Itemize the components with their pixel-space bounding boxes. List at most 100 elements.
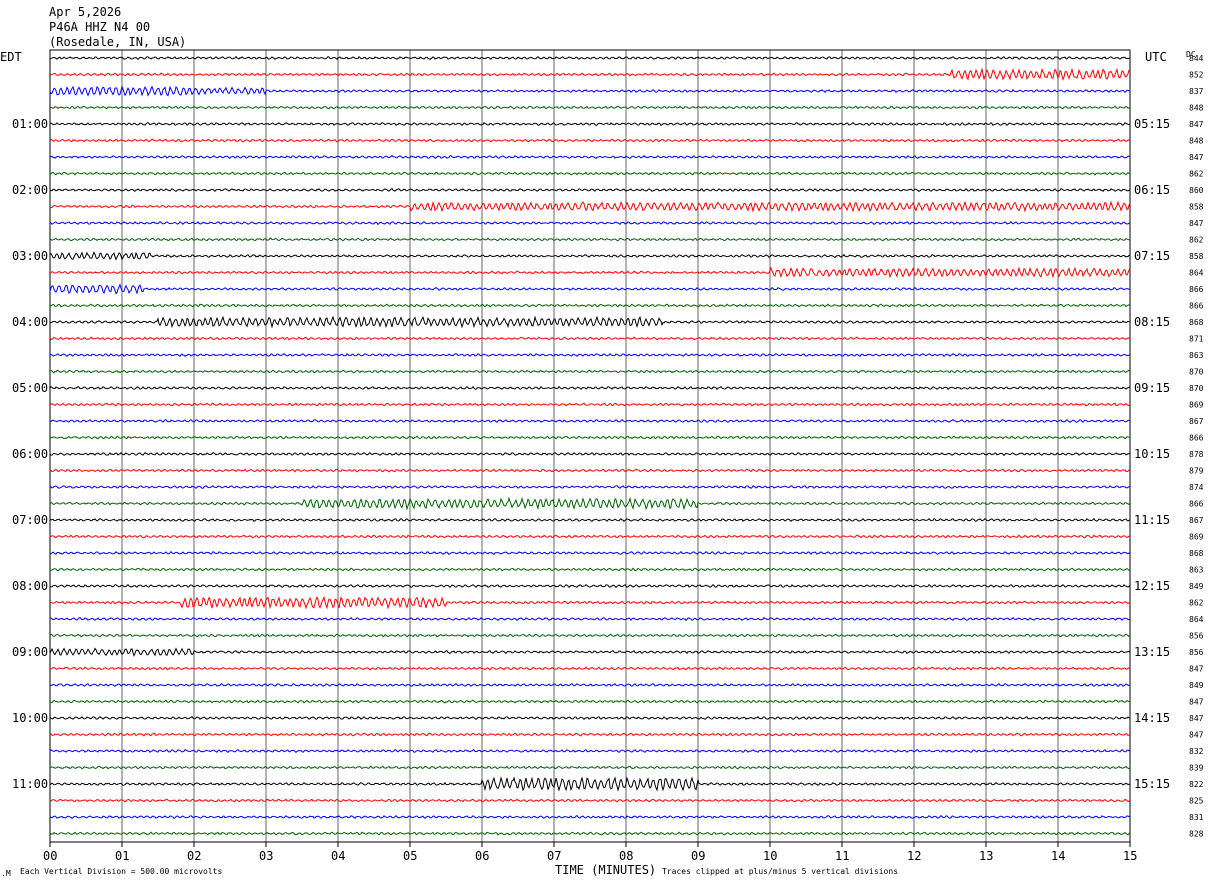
dc-offset-labels: 844 852 837 848 847 848 847 862 860 858 847 862 858 8… bbox=[1189, 54, 1204, 839]
edt-hour-label: 04:00 bbox=[12, 315, 48, 329]
seismic-trace-8 bbox=[49, 171, 1131, 176]
plot-date: Apr 5,2026 bbox=[49, 5, 121, 19]
seismic-trace-34 bbox=[49, 595, 1131, 610]
dc-offset-label: 864 bbox=[1189, 615, 1204, 624]
seismic-trace-17 bbox=[49, 315, 1131, 329]
left-timezone-label: EDT bbox=[0, 50, 22, 64]
utc-hour-labels: 05:15 06:15 07:15 08:15 09:15 10:15 11:15 12:15… bbox=[1134, 117, 1170, 791]
dc-offset-label: 856 bbox=[1189, 632, 1204, 641]
x-tick-label: 09 bbox=[691, 849, 705, 863]
seismic-trace-11 bbox=[49, 220, 1131, 226]
dc-offset-label: 849 bbox=[1189, 681, 1204, 690]
dc-offset-label: 828 bbox=[1189, 830, 1204, 839]
seismic-trace-22 bbox=[49, 402, 1131, 407]
seismic-trace-27 bbox=[49, 484, 1131, 489]
x-tick-label: 11 bbox=[835, 849, 849, 863]
dc-offset-label: 868 bbox=[1189, 549, 1204, 558]
utc-hour-label: 06:15 bbox=[1134, 183, 1170, 197]
seismic-trace-10 bbox=[49, 200, 1131, 213]
seismic-trace-1 bbox=[49, 55, 1131, 61]
utc-hour-label: 11:15 bbox=[1134, 513, 1170, 527]
dc-offset-label: 822 bbox=[1189, 780, 1204, 789]
dc-header: DC bbox=[1186, 50, 1196, 59]
x-tick-label: 03 bbox=[259, 849, 273, 863]
seismic-trace-12 bbox=[49, 237, 1131, 242]
dc-offset-label: 852 bbox=[1189, 71, 1204, 80]
dc-offset-label: 866 bbox=[1189, 302, 1204, 311]
dc-offset-label: 868 bbox=[1189, 318, 1204, 327]
edt-hour-label: 11:00 bbox=[12, 777, 48, 791]
x-tick-label: 01 bbox=[115, 849, 129, 863]
seismic-trace-15 bbox=[49, 283, 1131, 295]
seismic-trace-46 bbox=[49, 798, 1131, 803]
seismic-trace-28 bbox=[49, 496, 1131, 511]
dc-offset-label: 871 bbox=[1189, 335, 1204, 344]
dc-offset-label: 866 bbox=[1189, 500, 1204, 509]
seismic-trace-48 bbox=[49, 831, 1131, 836]
edt-hour-label: 07:00 bbox=[12, 513, 48, 527]
seismic-trace-5 bbox=[49, 121, 1131, 126]
seismic-trace-29 bbox=[49, 517, 1131, 523]
utc-hour-label: 07:15 bbox=[1134, 249, 1170, 263]
seismic-traces bbox=[49, 55, 1131, 836]
dc-offset-label: 847 bbox=[1189, 665, 1204, 674]
seismic-trace-36 bbox=[49, 633, 1131, 638]
seismic-trace-41 bbox=[49, 715, 1131, 721]
station-location: (Rosedale, IN, USA) bbox=[49, 35, 186, 49]
dc-offset-label: 862 bbox=[1189, 236, 1204, 245]
seismic-trace-39 bbox=[49, 682, 1131, 687]
dc-offset-label: 866 bbox=[1189, 434, 1204, 443]
dc-offset-label: 862 bbox=[1189, 599, 1204, 608]
seismic-trace-43 bbox=[49, 749, 1131, 754]
edt-hour-label: 08:00 bbox=[12, 579, 48, 593]
edt-hour-labels: 01:00 02:00 03:00 04:00 05:00 06:00 07:00 08:00… bbox=[12, 117, 48, 791]
right-timezone-label: UTC bbox=[1145, 50, 1167, 64]
x-tick-label: 07 bbox=[547, 849, 561, 863]
utc-hour-label: 08:15 bbox=[1134, 315, 1170, 329]
dc-offset-label: 870 bbox=[1189, 368, 1204, 377]
dc-offset-label: 848 bbox=[1189, 104, 1204, 113]
dc-offset-label: 847 bbox=[1189, 219, 1204, 228]
x-tick-label: 04 bbox=[331, 849, 345, 863]
seismic-trace-2 bbox=[49, 67, 1131, 81]
x-axis-title: TIME (MINUTES) bbox=[555, 863, 656, 877]
seismic-trace-32 bbox=[49, 567, 1131, 572]
seismic-trace-47 bbox=[49, 814, 1131, 820]
scale-note: Each Vertical Division = 500.00 microvol… bbox=[20, 867, 222, 876]
seismic-trace-24 bbox=[49, 435, 1131, 440]
seismic-trace-44 bbox=[49, 765, 1131, 770]
dc-offset-label: 874 bbox=[1189, 483, 1204, 492]
seismic-trace-31 bbox=[49, 550, 1131, 556]
edt-hour-label: 09:00 bbox=[12, 645, 48, 659]
seismic-trace-45 bbox=[49, 776, 1131, 792]
dc-offset-label: 839 bbox=[1189, 764, 1204, 773]
utc-hour-label: 13:15 bbox=[1134, 645, 1170, 659]
dc-offset-label: 858 bbox=[1189, 252, 1204, 261]
seismic-trace-4 bbox=[49, 105, 1131, 110]
dc-offset-label: 844 bbox=[1189, 54, 1204, 63]
seismic-trace-9 bbox=[49, 187, 1131, 193]
x-tick-label: 15 bbox=[1123, 849, 1137, 863]
seismic-trace-19 bbox=[49, 352, 1131, 358]
clip-note: Traces clipped at plus/minus 5 vertical … bbox=[662, 867, 898, 876]
dc-offset-label: 867 bbox=[1189, 417, 1204, 426]
edt-hour-label: 03:00 bbox=[12, 249, 48, 263]
seismic-trace-20 bbox=[49, 369, 1131, 374]
dc-offset-label: 863 bbox=[1189, 566, 1204, 575]
dc-offset-label: 863 bbox=[1189, 351, 1204, 360]
dc-offset-label: 869 bbox=[1189, 533, 1204, 542]
edt-hour-label: 06:00 bbox=[12, 447, 48, 461]
dc-offset-label: 864 bbox=[1189, 269, 1204, 278]
dc-offset-label: 860 bbox=[1189, 186, 1204, 195]
seismic-trace-6 bbox=[49, 138, 1131, 143]
minute-grid bbox=[121, 50, 1059, 842]
utc-hour-label: 05:15 bbox=[1134, 117, 1170, 131]
utc-hour-label: 14:15 bbox=[1134, 711, 1170, 725]
seismic-trace-18 bbox=[49, 336, 1131, 341]
x-tick-label: 00 bbox=[43, 849, 57, 863]
x-tick-label: 08 bbox=[619, 849, 633, 863]
x-tick-label: 02 bbox=[187, 849, 201, 863]
utc-hour-label: 09:15 bbox=[1134, 381, 1170, 395]
seismic-trace-37 bbox=[49, 647, 1131, 657]
